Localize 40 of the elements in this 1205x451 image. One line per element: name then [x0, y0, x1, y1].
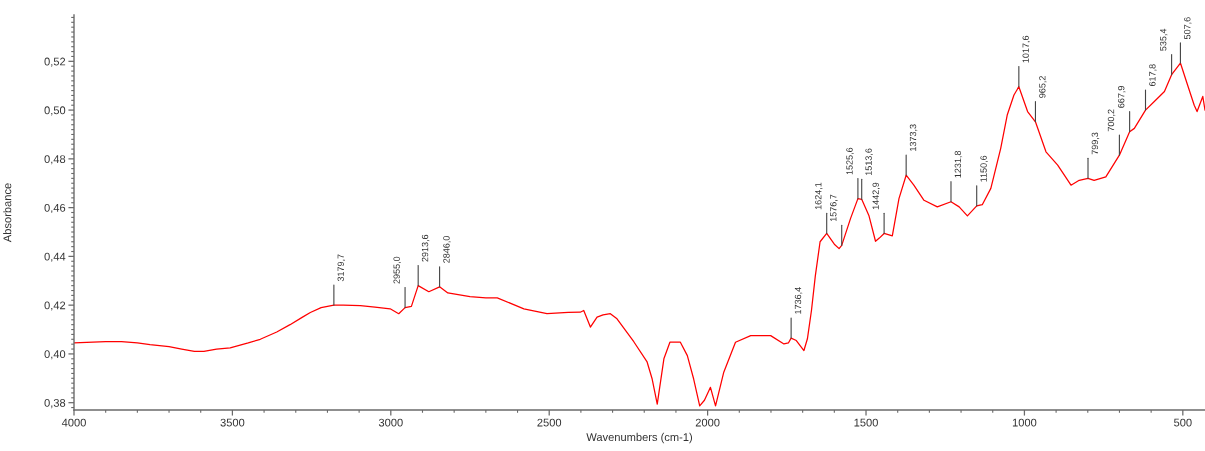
y-axis-title: Absorbance	[3, 183, 12, 243]
annotation: 1442,9	[872, 182, 880, 210]
annotation: 1624,1	[815, 182, 823, 210]
annotation: 1373,3	[909, 124, 918, 151]
annotation: 1525,6	[846, 147, 854, 175]
annotation: 2846,0	[443, 236, 451, 263]
y-tick-label: 0,48	[44, 155, 66, 165]
annotation: 1576,7	[830, 194, 838, 222]
annotation: 535,4	[1160, 28, 1168, 51]
annotation: 2955,0	[393, 256, 401, 284]
annotation: 667,9	[1118, 86, 1126, 108]
y-tick-label: 0,52	[44, 57, 66, 67]
x-tick-label: 1500	[854, 418, 878, 427]
annotation: 799,3	[1091, 132, 1100, 155]
annotation: 507,6	[1184, 17, 1192, 40]
x-tick-label: 3500	[220, 418, 245, 427]
y-tick-label: 0,40	[44, 350, 66, 360]
x-tick-label: 3000	[378, 418, 403, 427]
y-tick-label: 0,38	[44, 398, 66, 409]
x-tick-label: 4000	[61, 418, 86, 427]
y-tick-label: 0,44	[44, 252, 66, 262]
x-tick-label: 2000	[695, 418, 720, 427]
annotation: 1513,6	[865, 148, 873, 176]
y-tick-label: 0,46	[44, 203, 66, 214]
annotation: 2913,6	[421, 234, 430, 262]
x-tick-label: 1000	[1012, 418, 1037, 427]
annotation: 1150,6	[980, 155, 988, 182]
x-axis-title: Wavenumbers (cm-1)	[586, 432, 693, 444]
annotation: 965,2	[1039, 76, 1047, 98]
y-tick-label: 0,42	[44, 301, 66, 311]
annotation: 1736,4	[794, 287, 803, 314]
annotation: 3179,7	[337, 254, 346, 282]
x-tick-label: 2500	[537, 418, 562, 427]
annotation: 1017,6	[1022, 35, 1030, 63]
annotation: 1231,8	[954, 150, 963, 178]
annotation: 617,8	[1149, 64, 1157, 87]
line-series	[74, 62, 1205, 407]
annotation: 700,2	[1107, 109, 1116, 132]
x-tick-label: 500	[1174, 418, 1192, 427]
y-tick-label: 0,50	[44, 106, 66, 116]
